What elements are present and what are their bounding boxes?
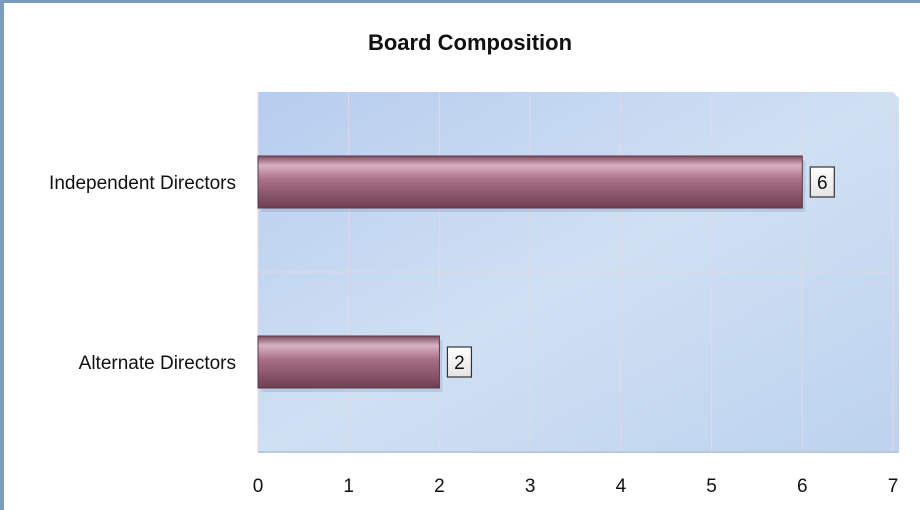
data-label: 2 bbox=[454, 353, 465, 374]
data-label-box bbox=[446, 346, 473, 378]
category-label: Independent Directors bbox=[49, 173, 236, 194]
data-label: 6 bbox=[817, 173, 828, 194]
x-tick-label: 6 bbox=[797, 476, 808, 497]
x-tick-label: 4 bbox=[616, 476, 627, 497]
x-tick-label: 7 bbox=[888, 476, 899, 497]
chart-title: Board Composition bbox=[367, 30, 573, 55]
x-tick-label: 2 bbox=[434, 476, 445, 497]
x-tick-label: 5 bbox=[706, 476, 717, 497]
bar bbox=[257, 335, 440, 389]
bar bbox=[257, 155, 803, 209]
data-label-box bbox=[809, 166, 835, 198]
x-tick-label: 3 bbox=[525, 476, 536, 497]
x-tick-label: 0 bbox=[253, 476, 264, 497]
x-tick-label: 1 bbox=[343, 476, 354, 497]
category-label: Alternate Directors bbox=[79, 353, 236, 374]
